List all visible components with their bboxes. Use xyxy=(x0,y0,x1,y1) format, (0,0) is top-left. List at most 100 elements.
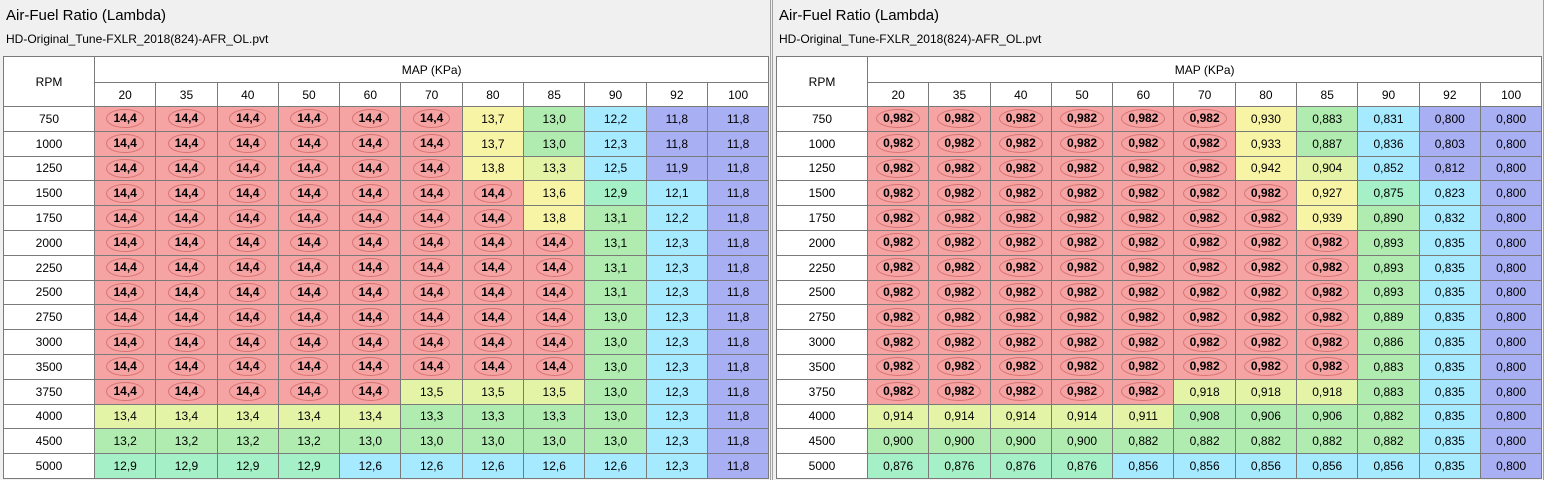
table-cell[interactable]: 0,882 xyxy=(1234,428,1298,455)
rpm-row-header[interactable]: 4000 xyxy=(776,403,868,430)
table-cell[interactable]: 0,800 xyxy=(1479,378,1543,405)
table-cell[interactable]: 0,982 xyxy=(928,106,991,132)
table-cell[interactable]: 0,982 xyxy=(1234,279,1298,306)
rpm-row-header[interactable]: 3500 xyxy=(776,353,868,380)
table-cell[interactable]: 11,8 xyxy=(706,106,770,132)
map-column-header[interactable]: 20 xyxy=(866,82,930,107)
table-cell[interactable]: 14,4 xyxy=(155,130,218,157)
table-cell[interactable]: 0,800 xyxy=(1479,254,1543,281)
table-cell[interactable]: 11,8 xyxy=(706,329,770,355)
table-cell[interactable]: 11,8 xyxy=(706,130,770,157)
table-cell[interactable]: 0,803 xyxy=(1418,130,1481,157)
table-cell[interactable]: 12,2 xyxy=(584,106,647,132)
table-cell[interactable]: 14,4 xyxy=(277,130,341,157)
rpm-row-header[interactable]: 3750 xyxy=(776,378,868,405)
table-cell[interactable]: 13,4 xyxy=(155,403,218,430)
table-cell[interactable]: 14,4 xyxy=(523,329,586,355)
table-cell[interactable]: 14,4 xyxy=(400,155,463,182)
table-cell[interactable]: 12,3 xyxy=(645,353,708,380)
table-cell[interactable]: 0,876 xyxy=(928,453,991,479)
table-cell[interactable]: 13,2 xyxy=(93,428,157,455)
table-cell[interactable]: 11,9 xyxy=(645,155,708,182)
table-cell[interactable]: 0,982 xyxy=(989,378,1052,405)
table-cell[interactable]: 0,982 xyxy=(866,205,930,231)
rpm-row-header[interactable]: 1500 xyxy=(3,180,95,207)
table-cell[interactable]: 0,982 xyxy=(1050,378,1114,405)
table-cell[interactable]: 14,4 xyxy=(339,254,402,281)
table-cell[interactable]: 11,8 xyxy=(706,428,770,455)
rpm-row-header[interactable]: 2750 xyxy=(3,304,95,331)
table-cell[interactable]: 11,8 xyxy=(706,403,770,430)
table-cell[interactable]: 11,8 xyxy=(706,279,770,306)
rpm-row-header[interactable]: 2000 xyxy=(3,229,95,256)
table-cell[interactable]: 14,4 xyxy=(339,180,402,207)
map-column-header[interactable]: 60 xyxy=(339,82,402,107)
table-cell[interactable]: 0,982 xyxy=(1173,106,1236,132)
rpm-row-header[interactable]: 2000 xyxy=(776,229,868,256)
table-cell[interactable]: 0,982 xyxy=(1050,229,1114,256)
rpm-row-header[interactable]: 5000 xyxy=(776,453,868,479)
table-cell[interactable]: 0,886 xyxy=(1357,329,1420,355)
rpm-row-header[interactable]: 1500 xyxy=(776,180,868,207)
table-cell[interactable]: 12,3 xyxy=(584,130,647,157)
table-cell[interactable]: 12,6 xyxy=(584,453,647,479)
map-column-header[interactable]: 100 xyxy=(1479,82,1543,107)
table-cell[interactable]: 12,3 xyxy=(645,403,708,430)
table-cell[interactable]: 0,982 xyxy=(1173,329,1236,355)
rpm-row-header[interactable]: 3750 xyxy=(3,378,95,405)
table-cell[interactable]: 14,4 xyxy=(93,205,157,231)
table-cell[interactable]: 14,4 xyxy=(216,254,279,281)
table-cell[interactable]: 0,882 xyxy=(1357,428,1420,455)
table-cell[interactable]: 14,4 xyxy=(155,229,218,256)
table-cell[interactable]: 0,800 xyxy=(1479,353,1543,380)
table-cell[interactable]: 13,0 xyxy=(584,304,647,331)
table-cell[interactable]: 14,4 xyxy=(216,106,279,132)
table-cell[interactable]: 0,800 xyxy=(1479,130,1543,157)
table-cell[interactable]: 0,882 xyxy=(1296,428,1359,455)
table-cell[interactable]: 0,982 xyxy=(1234,304,1298,331)
table-cell[interactable]: 0,982 xyxy=(928,254,991,281)
rpm-row-header[interactable]: 4500 xyxy=(776,428,868,455)
table-cell[interactable]: 0,911 xyxy=(1112,403,1175,430)
table-cell[interactable]: 0,982 xyxy=(1112,229,1175,256)
table-cell[interactable]: 0,982 xyxy=(989,130,1052,157)
table-cell[interactable]: 13,0 xyxy=(584,403,647,430)
table-cell[interactable]: 13,0 xyxy=(584,329,647,355)
table-cell[interactable]: 12,2 xyxy=(645,205,708,231)
table-cell[interactable]: 12,6 xyxy=(461,453,525,479)
table-cell[interactable]: 0,982 xyxy=(989,353,1052,380)
table-cell[interactable]: 0,875 xyxy=(1357,180,1420,207)
rpm-row-header[interactable]: 2500 xyxy=(3,279,95,306)
table-cell[interactable]: 0,982 xyxy=(928,180,991,207)
table-cell[interactable]: 0,982 xyxy=(866,155,930,182)
rpm-row-header[interactable]: 2500 xyxy=(776,279,868,306)
table-cell[interactable]: 0,982 xyxy=(928,304,991,331)
table-cell[interactable]: 11,8 xyxy=(706,453,770,479)
table-cell[interactable]: 14,4 xyxy=(277,106,341,132)
table-cell[interactable]: 14,4 xyxy=(277,180,341,207)
table-cell[interactable]: 14,4 xyxy=(339,378,402,405)
table-cell[interactable]: 0,982 xyxy=(928,130,991,157)
table-cell[interactable]: 13,1 xyxy=(584,254,647,281)
rpm-row-header[interactable]: 1250 xyxy=(3,155,95,182)
table-cell[interactable]: 14,4 xyxy=(339,279,402,306)
table-cell[interactable]: 0,883 xyxy=(1296,106,1359,132)
table-cell[interactable]: 14,4 xyxy=(400,329,463,355)
table-cell[interactable]: 0,982 xyxy=(928,155,991,182)
table-cell[interactable]: 0,982 xyxy=(1173,279,1236,306)
table-cell[interactable]: 0,800 xyxy=(1479,155,1543,182)
table-cell[interactable]: 0,823 xyxy=(1418,180,1481,207)
table-cell[interactable]: 0,982 xyxy=(1112,205,1175,231)
table-cell[interactable]: 13,3 xyxy=(523,403,586,430)
table-cell[interactable]: 11,8 xyxy=(706,353,770,380)
table-cell[interactable]: 0,831 xyxy=(1357,106,1420,132)
table-cell[interactable]: 0,835 xyxy=(1418,329,1481,355)
table-cell[interactable]: 14,4 xyxy=(155,155,218,182)
map-column-header[interactable]: 85 xyxy=(1296,82,1359,107)
table-cell[interactable]: 0,982 xyxy=(1173,155,1236,182)
table-cell[interactable]: 13,4 xyxy=(216,403,279,430)
table-cell[interactable]: 0,852 xyxy=(1357,155,1420,182)
table-cell[interactable]: 13,7 xyxy=(461,106,525,132)
table-cell[interactable]: 14,4 xyxy=(339,155,402,182)
table-cell[interactable]: 0,982 xyxy=(1173,304,1236,331)
